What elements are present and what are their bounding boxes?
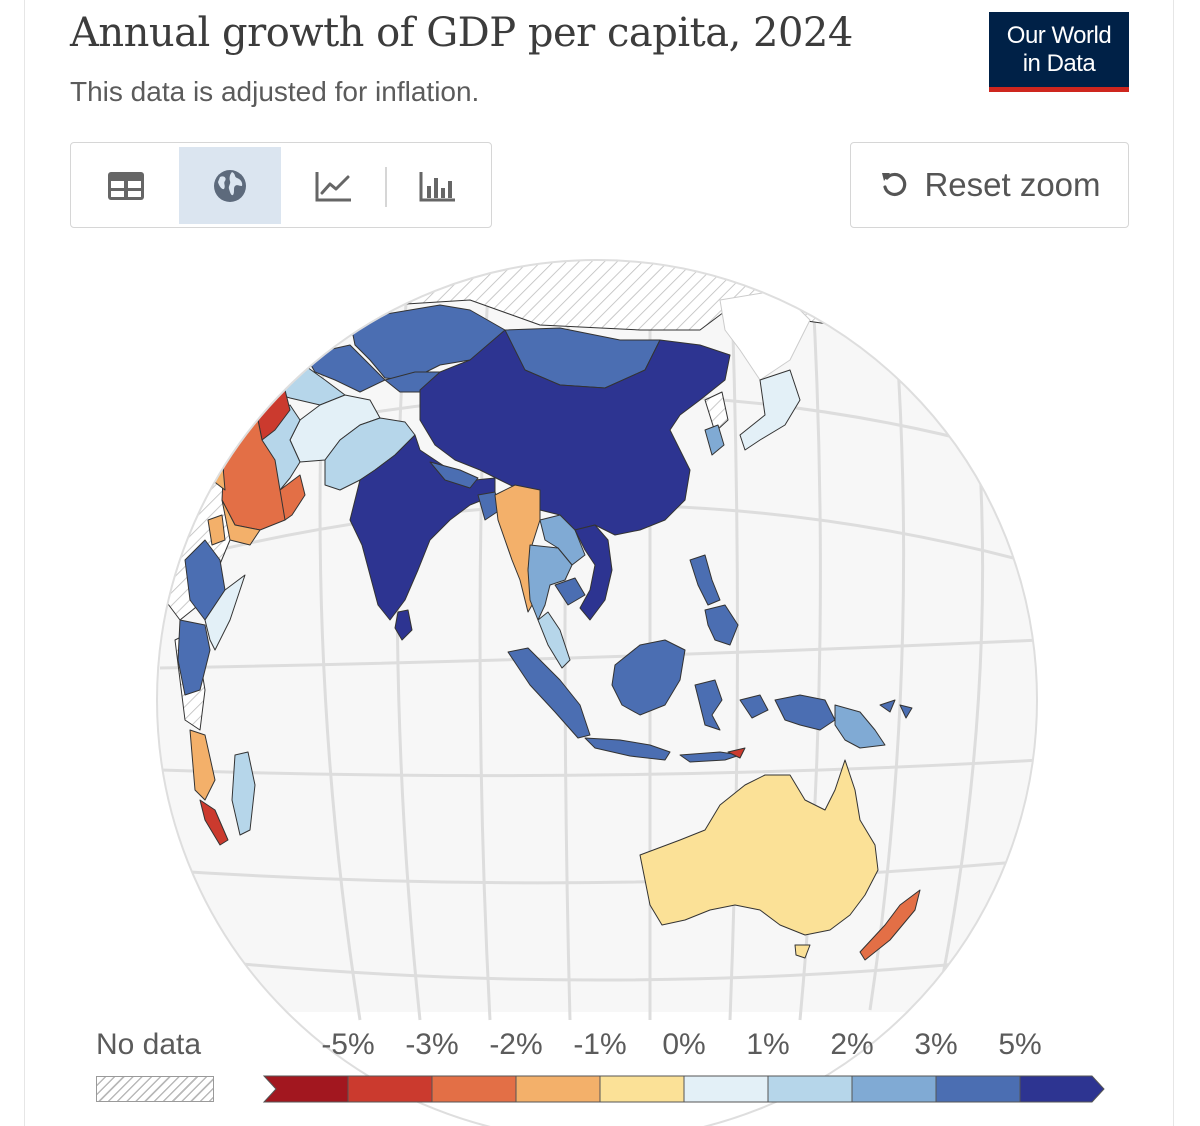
chart-tabs xyxy=(70,142,492,228)
tab-map[interactable] xyxy=(179,147,281,224)
mozambique xyxy=(189,729,216,801)
legend-tick-label: 1% xyxy=(746,1028,790,1061)
moluccas xyxy=(739,694,769,719)
table-icon xyxy=(108,171,144,200)
new-zealand xyxy=(859,889,921,961)
philippines-south xyxy=(704,604,739,646)
bismarck xyxy=(879,699,896,713)
reset-zoom-button[interactable]: Reset zoom xyxy=(850,142,1129,228)
norway-edge xyxy=(384,260,406,276)
tab-table[interactable] xyxy=(75,147,177,224)
logo-line-1: Our World xyxy=(1006,21,1112,49)
lesser-sunda xyxy=(679,751,741,763)
java xyxy=(584,737,671,761)
uzbekistan xyxy=(304,344,386,393)
yemen-oman xyxy=(221,499,261,546)
reset-zoom-label: Reset zoom xyxy=(924,166,1101,203)
sri-lanka xyxy=(394,609,413,641)
globe-outline xyxy=(156,259,1038,1126)
reset-icon xyxy=(882,172,907,197)
legend-tick-label: -5% xyxy=(321,1028,375,1061)
japan xyxy=(739,369,801,451)
legend-tick-label: 3% xyxy=(914,1028,958,1061)
legend-tick-label: 0% xyxy=(662,1028,706,1061)
malay-peninsula xyxy=(537,611,571,669)
legend-tick-label: 5% xyxy=(998,1028,1042,1061)
turkey-caucasus xyxy=(254,299,321,351)
countries xyxy=(159,242,921,961)
azerbaijan xyxy=(239,349,263,373)
arabian-edge xyxy=(207,514,226,546)
legend-tick-label: 2% xyxy=(830,1028,874,1061)
legend-tick-label: -3% xyxy=(405,1028,459,1061)
thailand xyxy=(527,544,573,621)
sulawesi xyxy=(694,679,723,731)
cambodia xyxy=(554,577,586,606)
kenya-tanzania xyxy=(177,619,211,696)
kazakhstan xyxy=(349,304,506,381)
nepal xyxy=(429,461,479,489)
china xyxy=(419,329,731,536)
legend-tick-label: -2% xyxy=(489,1028,543,1061)
page-subtitle: This data is adjusted for inflation. xyxy=(70,76,480,107)
laos xyxy=(539,514,586,566)
papua-new-guinea xyxy=(834,704,886,749)
east-coast-red xyxy=(199,799,229,846)
chart-frame xyxy=(24,0,1174,1126)
no-data-swatch xyxy=(96,1076,214,1102)
australia xyxy=(639,759,879,936)
solomon-islands xyxy=(899,704,913,719)
tab-bar-chart[interactable] xyxy=(387,147,489,224)
line-chart-icon xyxy=(315,171,351,201)
vietnam xyxy=(574,524,613,621)
korea-south xyxy=(704,424,725,456)
page-title: Annual growth of GDP per capita, 2024 xyxy=(70,10,853,56)
oman-east xyxy=(279,474,306,521)
madagascar xyxy=(231,751,256,836)
bar-chart-icon xyxy=(419,171,455,201)
papua-indonesia xyxy=(774,694,836,731)
philippines-north xyxy=(689,554,721,606)
somalia xyxy=(204,574,246,651)
red-sea-coast xyxy=(199,394,221,471)
owid-logo[interactable]: Our World in Data xyxy=(989,12,1129,92)
sumatra xyxy=(507,647,591,739)
borneo xyxy=(611,639,686,716)
legend-tick-label: -1% xyxy=(573,1028,627,1061)
east-timor xyxy=(727,747,746,759)
northwest-orange xyxy=(380,242,420,258)
tasmania xyxy=(794,944,811,959)
globe-icon xyxy=(214,169,246,202)
no-data-label: No data xyxy=(96,1028,202,1061)
tab-separator xyxy=(385,167,387,207)
tab-line-chart[interactable] xyxy=(283,147,385,224)
logo-line-2: in Data xyxy=(1022,49,1096,77)
no-data-korea xyxy=(704,391,729,433)
